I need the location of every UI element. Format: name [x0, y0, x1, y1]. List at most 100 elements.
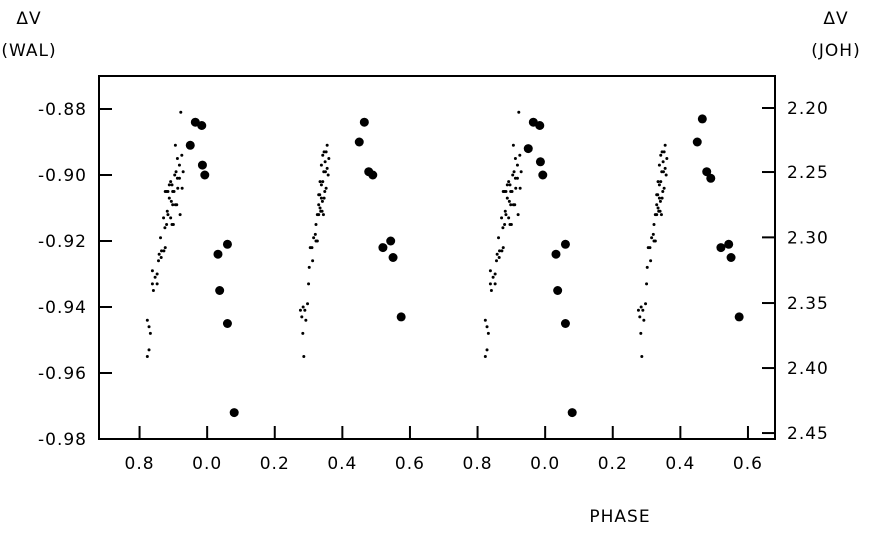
small-data-point — [494, 259, 498, 263]
small-data-point — [500, 216, 504, 220]
right-ylabel-line2: (JOH) — [811, 41, 860, 61]
small-data-point — [655, 203, 659, 207]
small-data-point — [486, 331, 490, 335]
bottom-tick-label: 0.6 — [733, 454, 763, 474]
small-data-point — [301, 331, 305, 335]
small-data-point — [497, 256, 501, 259]
small-data-point — [519, 170, 523, 174]
small-data-point — [307, 282, 311, 286]
small-data-point — [169, 180, 173, 184]
small-data-point — [518, 153, 522, 157]
left-tick-label: -0.88 — [38, 100, 87, 120]
small-data-point — [318, 180, 322, 184]
small-data-point — [656, 180, 660, 184]
large-data-point — [692, 137, 702, 147]
small-data-point — [497, 236, 501, 240]
small-data-point — [663, 143, 667, 147]
small-data-point — [511, 173, 515, 177]
small-data-point — [307, 265, 311, 269]
small-data-point — [172, 190, 176, 193]
left-tick-label: -0.94 — [38, 298, 87, 318]
small-data-point — [659, 153, 663, 157]
small-data-point — [503, 223, 507, 226]
small-data-point — [514, 186, 518, 190]
small-data-point — [483, 355, 487, 358]
small-data-point — [155, 272, 159, 276]
small-data-point — [153, 275, 157, 279]
small-data-point — [485, 348, 489, 352]
small-data-point — [177, 176, 181, 180]
small-data-point — [155, 282, 159, 286]
large-data-point — [359, 117, 369, 127]
small-data-point — [176, 186, 180, 190]
small-data-point — [300, 315, 304, 319]
left-axis-ticks: -0.88 -0.90 -0.92 -0.94 -0.96 -0.98 — [38, 100, 112, 450]
small-data-point — [321, 153, 325, 157]
right-ylabel-line1: ΔV — [823, 9, 848, 29]
small-data-point — [320, 199, 324, 203]
right-tick-label: 2.35 — [787, 294, 829, 314]
small-data-point — [167, 183, 171, 187]
small-data-point — [159, 256, 163, 259]
small-data-point — [644, 302, 648, 306]
small-data-point — [320, 209, 324, 213]
small-data-point — [165, 223, 169, 226]
large-data-point — [551, 249, 561, 259]
small-data-point — [510, 190, 514, 193]
small-data-point — [171, 223, 175, 226]
small-data-point — [323, 170, 327, 174]
small-data-point — [150, 282, 154, 286]
small-data-point — [493, 272, 497, 276]
small-data-point — [507, 199, 511, 203]
small-data-point — [660, 196, 664, 200]
small-data-point — [483, 318, 487, 322]
small-data-point — [509, 203, 513, 207]
bottom-tick-label: 0.4 — [327, 454, 357, 474]
large-data-point — [200, 170, 210, 180]
small-data-point — [509, 223, 513, 226]
small-data-point — [162, 249, 166, 253]
large-data-point — [535, 157, 545, 167]
small-data-point — [324, 150, 328, 154]
small-data-point — [325, 166, 329, 170]
bottom-tick-label: 0.6 — [395, 454, 425, 474]
large-data-point — [567, 408, 577, 418]
small-data-point — [313, 232, 317, 236]
small-data-point — [159, 236, 163, 240]
small-data-point — [662, 186, 666, 190]
large-data-point — [197, 121, 207, 130]
bottom-axis-ticks: 0.8 0.0 0.2 0.4 0.6 0.8 0.0 0.2 0.4 0.6 — [125, 426, 763, 474]
small-data-point — [317, 193, 321, 197]
large-data-point — [734, 312, 744, 322]
small-data-point — [317, 213, 321, 217]
small-data-point — [661, 160, 665, 164]
small-data-point — [658, 199, 662, 203]
large-data-point — [716, 243, 726, 253]
small-data-point — [505, 183, 509, 187]
small-data-point — [501, 226, 505, 230]
small-data-point — [178, 213, 182, 217]
left-tick-label: -0.90 — [38, 166, 87, 186]
small-data-point — [512, 170, 516, 174]
bottom-tick-label: 0.0 — [530, 454, 560, 474]
small-data-point — [170, 183, 174, 187]
small-data-point — [488, 282, 492, 286]
small-data-point — [513, 203, 517, 207]
small-data-point — [314, 223, 318, 226]
small-data-point — [515, 163, 519, 167]
small-data-point — [180, 153, 184, 157]
small-data-point — [500, 249, 504, 253]
small-data-point — [174, 170, 178, 174]
small-data-point — [156, 259, 160, 263]
large-data-point — [213, 249, 223, 259]
large-data-point — [388, 253, 398, 262]
small-data-point — [661, 190, 665, 193]
large-points-series — [185, 114, 744, 418]
small-data-point — [641, 308, 645, 312]
small-data-point — [177, 163, 181, 167]
large-data-point — [215, 286, 225, 295]
large-data-point — [697, 114, 707, 124]
small-data-point — [501, 246, 505, 250]
bottom-tick-label: 0.4 — [665, 454, 695, 474]
small-data-point — [327, 157, 331, 160]
